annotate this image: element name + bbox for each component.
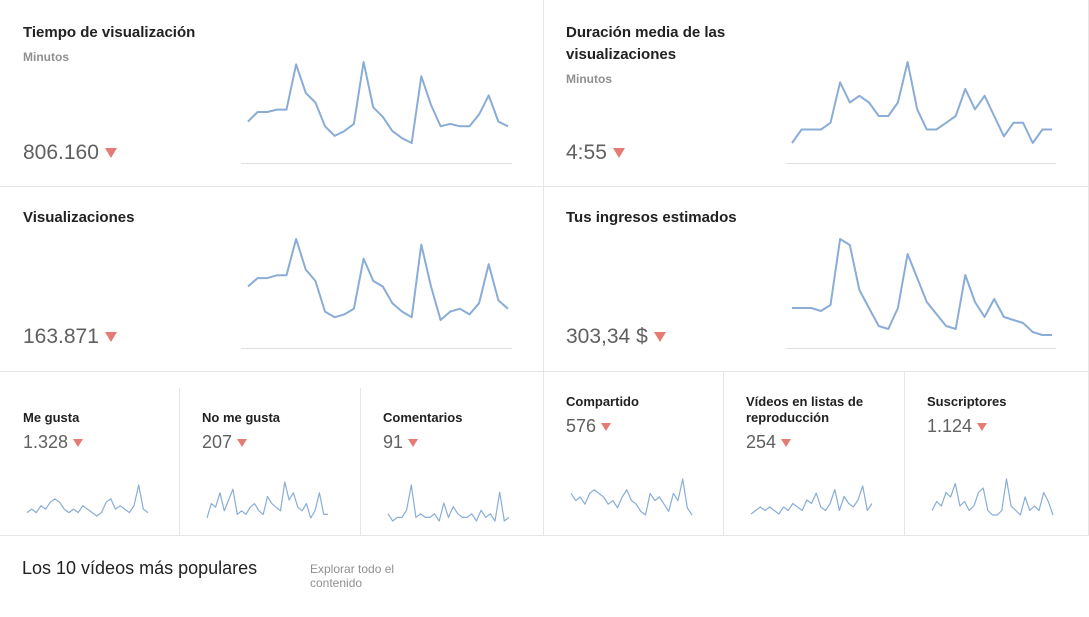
playlists-title: Vídeos en listas de reproducción [746,394,864,425]
trend-down-icon [612,148,625,158]
likes-value-wrap: 1.328 [23,432,84,453]
sparkline-path [206,481,328,519]
views-value: 163.871 [23,325,99,348]
shares-sparkline [570,478,693,516]
avg-duration-value: 4:55 [566,141,607,164]
comments-sparkline [387,484,510,522]
watch-time-value: 806.160 [23,141,99,164]
subscribers-card[interactable]: Suscriptores 1.124 [905,372,1088,535]
sparkline-path [791,61,1052,144]
revenue-sparkline [792,238,1052,336]
comments-title: Comentarios [383,410,463,425]
playlists-value-wrap: 254 [746,432,896,453]
subscribers-title: Suscriptores [927,394,1007,409]
dislikes-title: No me gusta [202,410,281,425]
views-value-wrap: 163.871 [23,325,117,349]
trend-down-icon [781,438,792,447]
watch-time-card[interactable]: Tiempo de visualización Minutos 806.160 [0,0,543,186]
subscribers-value-wrap: 1.124 [927,416,1006,437]
trend-down-icon [977,422,988,431]
trend-down-icon [653,332,666,342]
sparkline-path [570,478,693,516]
shares-card[interactable]: Compartido 576 [544,372,723,535]
avg-duration-card[interactable]: Duración media de las visualizaciones Mi… [544,0,1088,186]
divider [904,372,905,535]
subscribers-sparkline [931,478,1054,516]
top-videos-title: Los 10 vídeos más populares [22,558,258,578]
chart-baseline [786,348,1056,349]
trend-down-icon [237,438,248,447]
comments-value: 91 [383,432,404,452]
comments-value-wrap: 91 [383,432,462,453]
sparkline-path [247,61,509,144]
playlists-sparkline [750,485,873,515]
trend-down-icon [104,148,117,158]
trend-down-icon [601,422,612,431]
avg-duration-sparkline [791,61,1052,144]
revenue-card[interactable]: Tus ingresos estimados 303,34 $ [544,187,1088,371]
dislikes-card[interactable]: No me gusta 207 [180,388,360,535]
sparkline-path [387,484,510,522]
chart-baseline [241,348,512,349]
trend-down-icon [408,438,419,447]
shares-value: 576 [566,416,597,436]
playlists-value: 254 [746,432,777,452]
likes-card[interactable]: Me gusta 1.328 [0,388,179,535]
sparkline-path [792,238,1052,336]
avg-duration-unit: Minutos [566,72,612,86]
shares-value-wrap: 576 [566,416,639,437]
divider [0,186,1089,187]
playlists-card[interactable]: Vídeos en listas de reproducción 254 [724,372,904,535]
divider [360,388,361,535]
trend-down-icon [104,332,117,342]
revenue-value: 303,34 $ [566,325,648,348]
dislikes-value: 207 [202,432,233,452]
sparkline-path [247,238,509,321]
revenue-value-wrap: 303,34 $ [566,325,666,349]
views-sparkline [247,238,509,321]
comments-card[interactable]: Comentarios 91 [361,388,543,535]
chart-baseline [786,163,1056,164]
divider [723,372,724,535]
divider [0,371,1089,372]
dislikes-value-wrap: 207 [202,432,280,453]
views-card[interactable]: Visualizaciones 163.871 [0,187,543,371]
divider [179,388,180,535]
likes-title: Me gusta [23,410,80,425]
likes-sparkline [26,484,149,517]
sparkline-path [750,485,873,515]
watch-time-value-wrap: 806.160 [23,141,117,165]
sparkline-path [26,484,149,517]
shares-title: Compartido [566,394,639,409]
dislikes-sparkline [206,481,328,519]
chart-baseline [241,163,512,164]
avg-duration-title: Duración media de las visualizaciones [566,24,726,63]
explore-all-link[interactable]: Explorar todo el contenido [310,562,395,590]
revenue-title: Tus ingresos estimados [566,209,737,226]
sparkline-path [931,478,1054,516]
watch-time-sparkline [247,61,509,144]
likes-value: 1.328 [23,432,69,452]
avg-duration-value-wrap: 4:55 [566,141,625,165]
trend-down-icon [73,438,84,447]
watch-time-title: Tiempo de visualización [23,24,196,41]
views-title: Visualizaciones [23,209,135,226]
watch-time-unit: Minutos [23,50,69,64]
subscribers-value: 1.124 [927,416,973,436]
divider [543,0,544,535]
divider [0,535,1089,536]
